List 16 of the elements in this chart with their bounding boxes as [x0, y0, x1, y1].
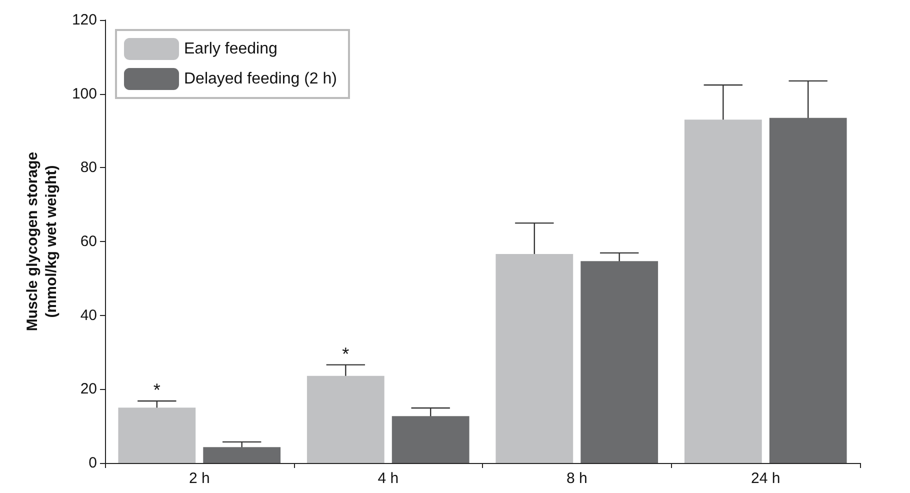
- legend-label: Delayed feeding (2 h): [184, 70, 337, 88]
- y-tick-label: 20: [80, 380, 97, 398]
- y-tick-label: 100: [72, 85, 97, 102]
- x-tick-label: 24 h: [751, 470, 780, 487]
- y-tick-label: 120: [72, 12, 97, 28]
- y-tick-label: 40: [80, 306, 97, 324]
- data-label: *: [153, 380, 160, 400]
- x-tick-label: 4 h: [378, 470, 399, 487]
- y-tick-label: 0: [88, 454, 97, 472]
- x-tick-label: 8 h: [566, 470, 588, 487]
- x-tick-label: 2 h: [188, 470, 210, 487]
- data-label: *: [342, 344, 350, 364]
- y-tick-label: 80: [80, 159, 97, 176]
- legend-label: Early feeding: [184, 40, 278, 58]
- y-axis-title: Muscle glycogen storage (mmol/kg wet weight): [24, 152, 60, 332]
- y-tick-label: 60: [80, 233, 97, 250]
